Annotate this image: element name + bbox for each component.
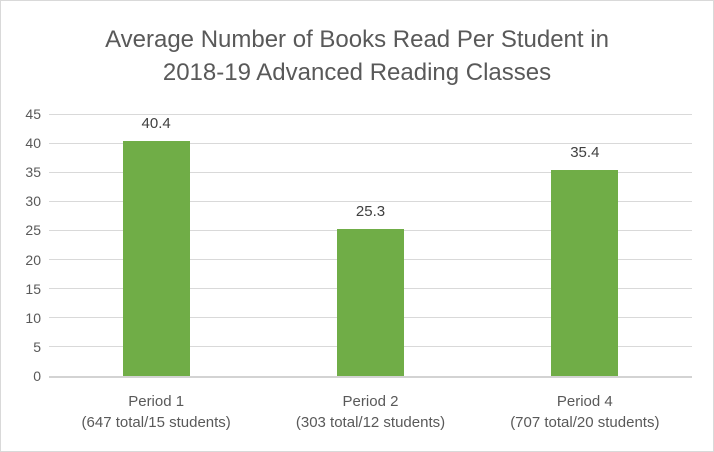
x-axis-category-label-period-1: Period 1 (647 total/15 students) (49, 391, 263, 433)
bar-cell-period-2: 25.3 (263, 114, 477, 376)
y-axis-tick-label: 45 (25, 106, 41, 122)
y-axis-tick-label: 30 (25, 193, 41, 210)
x-axis-category-label-period-4: Period 4 (707 total/20 students) (478, 391, 692, 433)
bar-cell-period-4: 35.4 (478, 114, 692, 376)
plot-area: 40.4 25.3 35.4 (49, 113, 692, 378)
bar-period-4: 35.4 (551, 144, 619, 376)
y-axis-tick-label: 25 (25, 222, 41, 239)
category-name: Period 4 (556, 393, 613, 410)
bar-series: 40.4 25.3 35.4 (49, 114, 692, 376)
y-axis-tick-label: 0 (33, 368, 41, 384)
y-axis-tick-label: 20 (25, 251, 41, 268)
gridline (49, 142, 692, 144)
y-axis-tick-label: 40 (25, 135, 41, 152)
x-axis: Period 1 (647 total/15 students) Period 2 (… (49, 391, 692, 433)
chart-title-line-1: Average Number of Books Read Per Student… (105, 26, 609, 53)
y-axis-tick-label: 10 (25, 309, 41, 326)
data-label-period-1: 40.4 (141, 114, 171, 132)
data-label-period-2: 25.3 (355, 202, 386, 220)
gridline (49, 113, 692, 115)
y-axis-tick-label: 5 (33, 338, 41, 355)
y-axis-tick-label: 35 (25, 164, 41, 181)
y-axis-tick-label: 15 (25, 280, 41, 297)
category-sublabel: (303 total/12 students) (295, 414, 446, 431)
bar-period-2: 25.3 (336, 203, 404, 376)
bar-cell-period-1: 40.4 (49, 114, 263, 376)
data-label-period-4: 35.4 (570, 143, 600, 161)
x-axis-category-label-period-2: Period 2 (303 total/12 students) (263, 391, 477, 433)
bar-period-1: 40.4 (122, 115, 190, 376)
gridline (49, 200, 692, 202)
category-sublabel: (647 total/15 students) (81, 414, 231, 431)
category-sublabel: (707 total/20 students) (510, 414, 660, 431)
category-name: Period 1 (128, 393, 185, 410)
category-name: Period 2 (342, 393, 399, 410)
gridline (49, 171, 692, 173)
chart-title: Average Number of Books Read Per Student… (1, 23, 713, 89)
chart-title-line-2: 2018-19 Advanced Reading Classes (162, 59, 552, 86)
